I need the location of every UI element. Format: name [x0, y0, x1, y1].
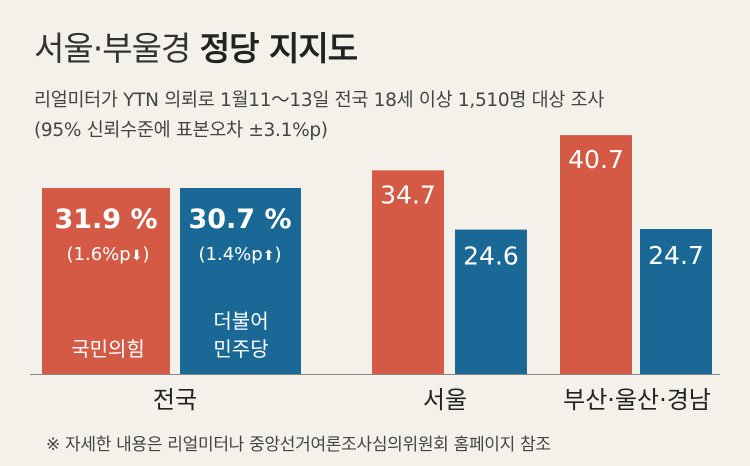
value-label-bug-ppp: 40.7 [568, 145, 624, 174]
subtitle-survey-info: 리얼미터가 YTN 의뢰로 1월11～13일 전국 18세 이상 1,510명 … [34, 90, 605, 111]
category-label-2: 부산·울산·경남 [563, 386, 711, 414]
inbar-label-ppp: 국민의힘 [71, 337, 145, 361]
bar-bug-ppp [560, 135, 632, 374]
inbar-label-dem-line2: 민주당 [213, 337, 268, 361]
bar-national-ppp [42, 188, 170, 374]
category-label-0: 전국 [153, 386, 197, 414]
title-bold: 정당 지지도 [199, 29, 358, 68]
bar-bug-dem [640, 229, 712, 374]
value-label-bug-dem: 24.7 [648, 241, 704, 270]
bar-seoul-dem [455, 229, 527, 374]
title-light: 서울·부울경 [34, 29, 191, 68]
bar-seoul-ppp [372, 170, 444, 374]
value-label-national-ppp: 31.9 % [54, 204, 157, 235]
value-label-national-dem: 30.7 % [188, 204, 291, 235]
inbar-label-dem-line1: 더불어 [213, 309, 268, 333]
subtitle-margin-of-error: (95% 신뢰수준에 표본오차 ±3.1%p) [34, 120, 328, 141]
value-label-seoul-ppp: 34.7 [380, 180, 436, 209]
category-label-1: 서울 [423, 386, 467, 414]
change-label-national-ppp: (1.6%p⬇) [67, 244, 150, 265]
change-label-national-dem: (1.4%p⬆) [199, 244, 282, 265]
value-label-seoul-dem: 24.6 [463, 242, 519, 271]
bar-national-dem [180, 188, 301, 374]
chart-title: 서울·부울경 정당 지지도 [34, 22, 358, 70]
footnote: ※ 자세한 내용은 리얼미터나 중앙선거여론조사심의위원회 홈페이지 참조 [46, 435, 551, 455]
